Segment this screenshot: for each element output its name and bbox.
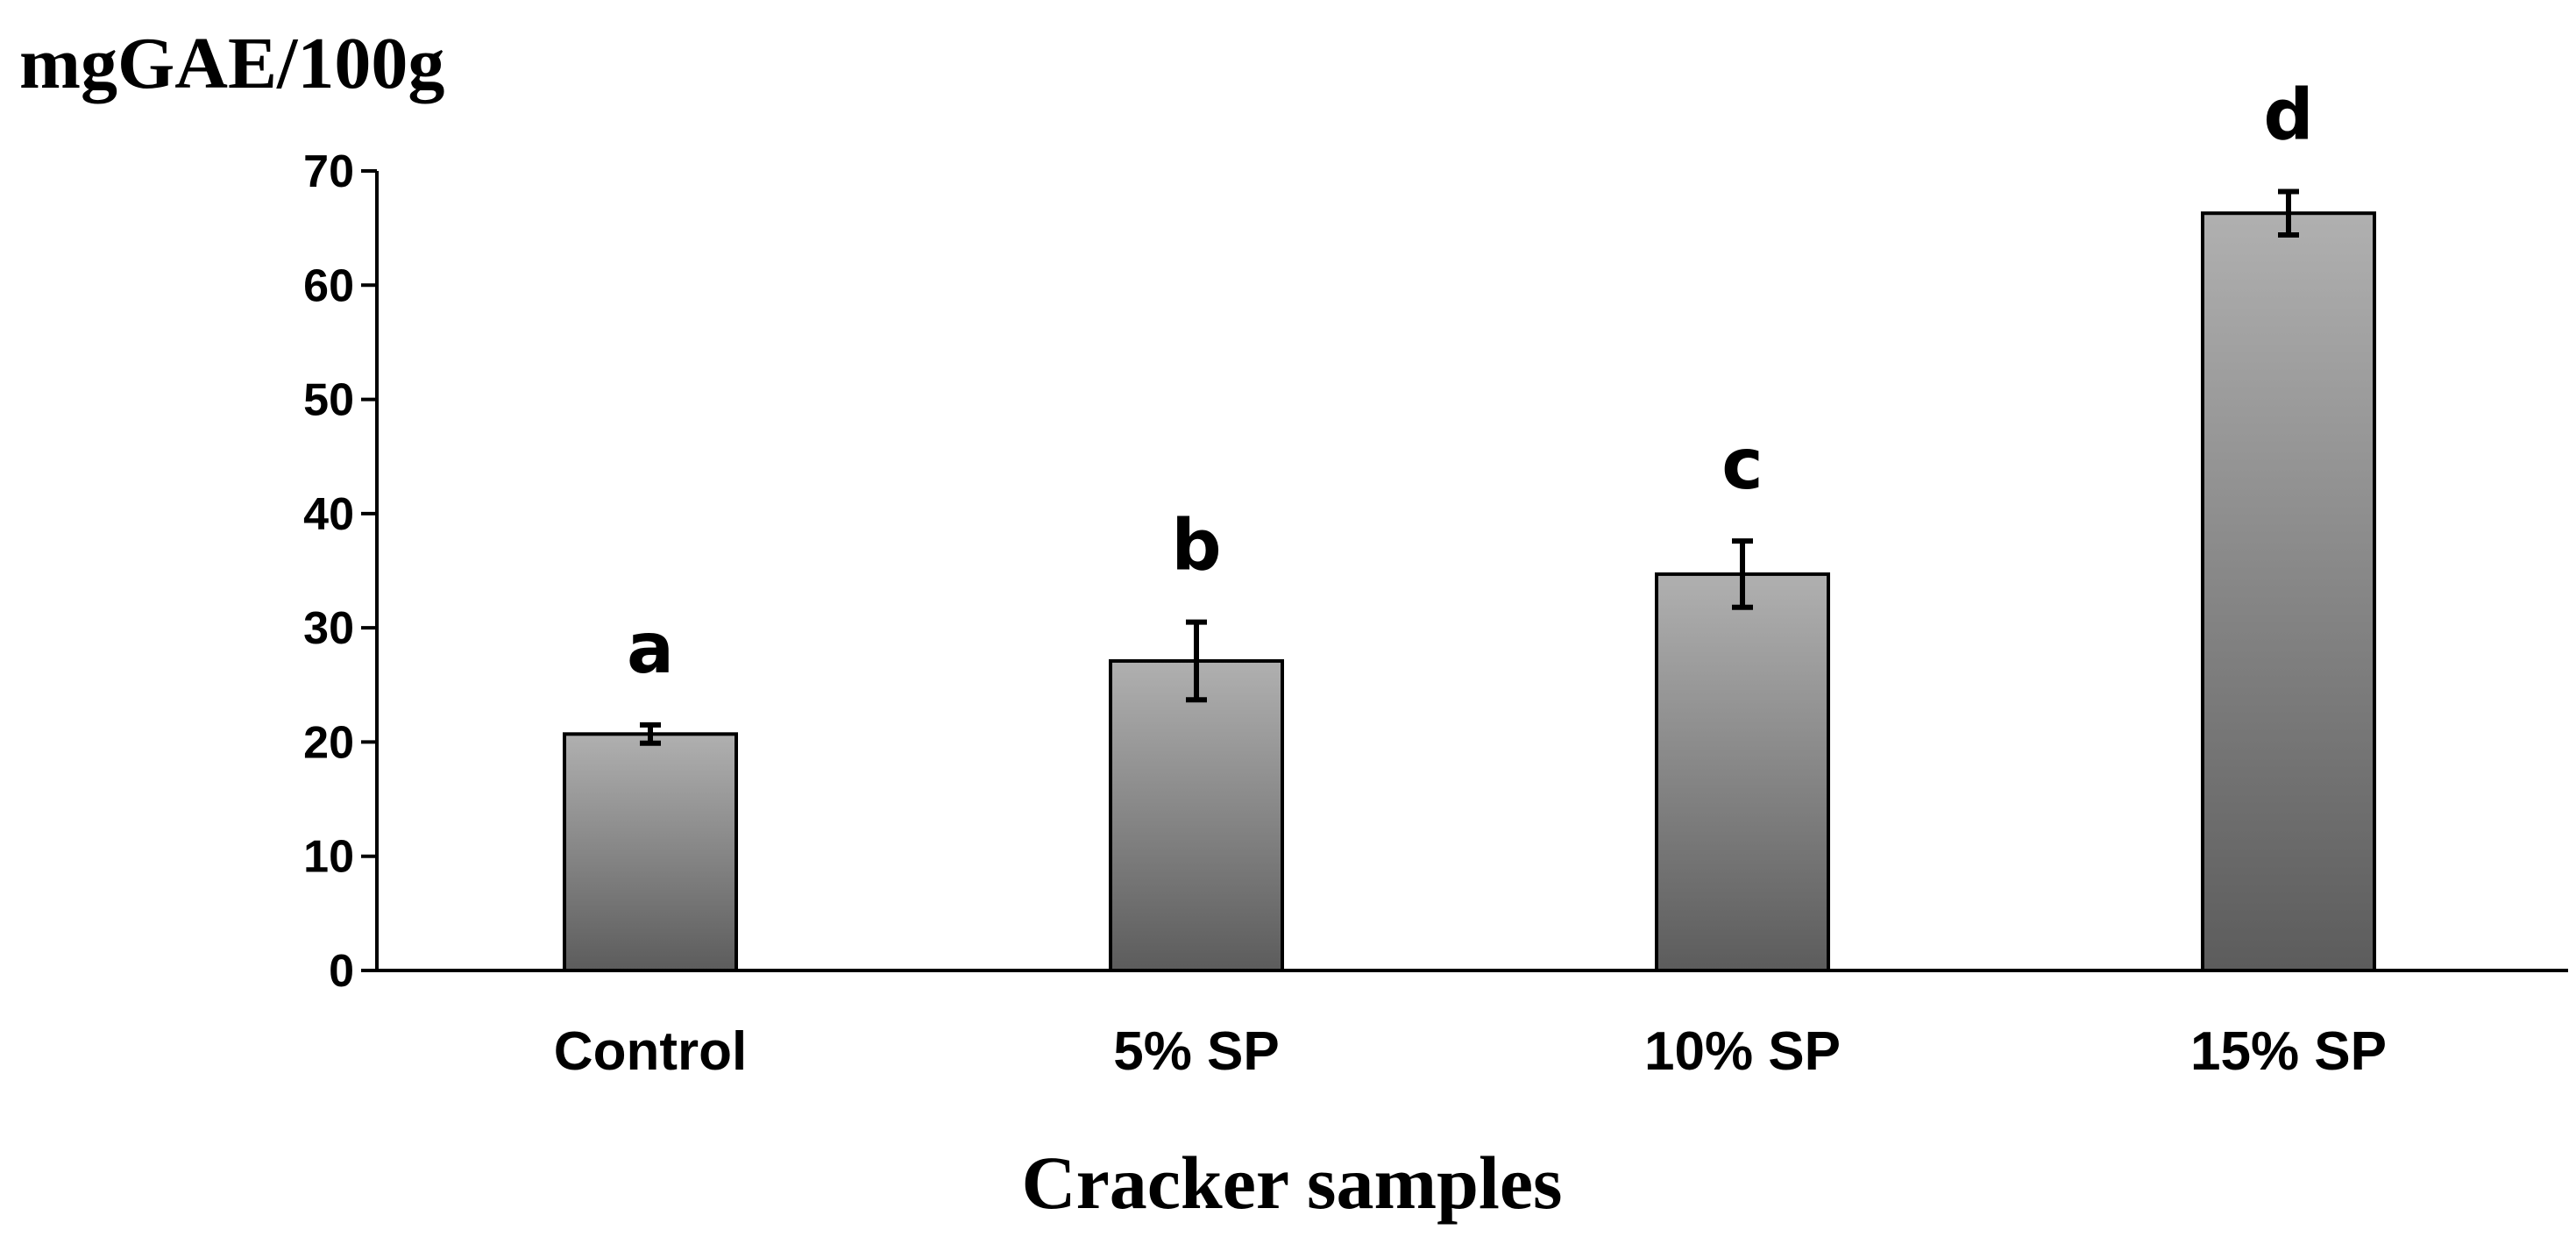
y-axis-label: mgGAE/100g	[19, 23, 444, 104]
y-tick-label: 0	[329, 946, 354, 997]
bar	[1655, 572, 1830, 972]
x-axis-categories: Control 5% SP 10% SP 15% SP	[554, 1021, 2387, 1082]
y-tick-label: 60	[303, 260, 354, 311]
x-category-label: 15% SP	[2190, 1021, 2387, 1082]
x-axis-label: Cracker samples	[1021, 1141, 1562, 1225]
significance-letter: b	[1171, 505, 1221, 586]
y-tick-label: 70	[303, 146, 354, 197]
y-axis-ticks: 0 10 20 30 40 50 60 70	[303, 146, 377, 997]
y-tick-label: 50	[303, 375, 354, 426]
bar	[2201, 211, 2376, 973]
significance-letter: d	[2263, 74, 2313, 155]
significance-letters: a b c d	[627, 74, 2314, 688]
error-bar	[2278, 188, 2299, 238]
error-bar	[1186, 619, 1207, 703]
x-category-label: 5% SP	[1113, 1021, 1280, 1082]
x-category-label: 10% SP	[1644, 1021, 1841, 1082]
bar	[1109, 658, 1284, 972]
error-bar	[1732, 538, 1753, 610]
y-tick-label: 20	[303, 717, 354, 768]
bars	[563, 211, 2376, 973]
bar	[563, 732, 738, 973]
y-tick-label: 10	[303, 832, 354, 883]
y-tick-label: 40	[303, 489, 354, 540]
significance-letter: c	[1721, 423, 1763, 505]
significance-letter: a	[627, 608, 674, 689]
y-tick-label: 30	[303, 603, 354, 654]
error-bar	[640, 722, 661, 746]
x-category-label: Control	[554, 1021, 747, 1082]
error-bars	[640, 188, 2299, 746]
